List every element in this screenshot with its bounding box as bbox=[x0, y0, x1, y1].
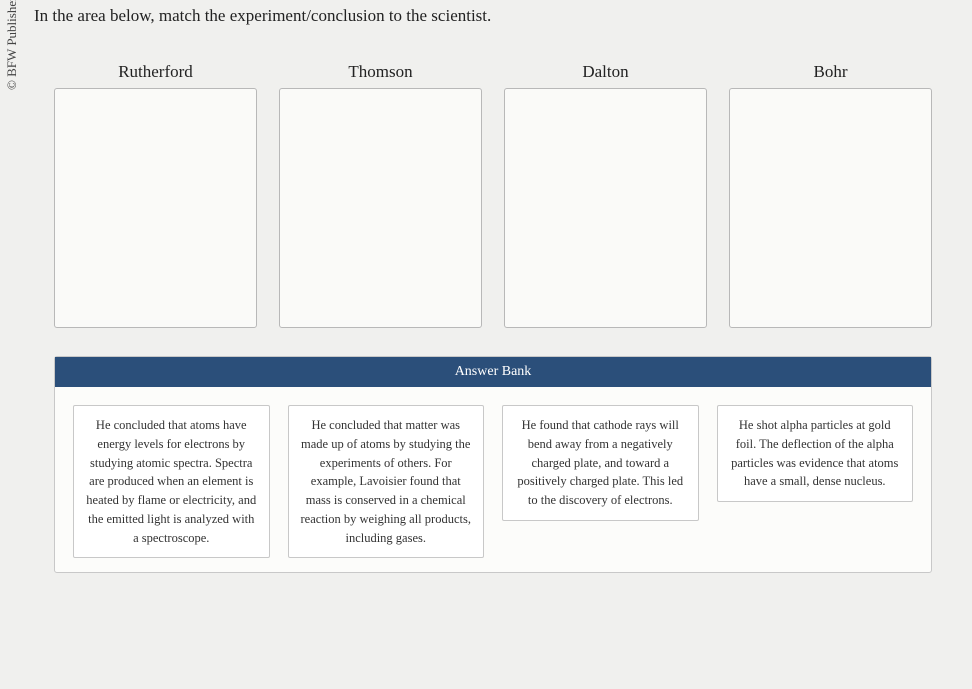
answer-bank-header: Answer Bank bbox=[55, 357, 931, 387]
scientist-label: Dalton bbox=[582, 62, 628, 82]
answer-card[interactable]: He concluded that matter was made up of … bbox=[288, 405, 485, 558]
answer-card[interactable]: He concluded that atoms have energy leve… bbox=[73, 405, 270, 558]
answer-bank: Answer Bank He concluded that atoms have… bbox=[54, 356, 932, 573]
dropcol-dalton: Dalton bbox=[504, 62, 707, 328]
answer-card[interactable]: He found that cathode rays will bend awa… bbox=[502, 405, 699, 521]
scientist-label: Rutherford bbox=[118, 62, 193, 82]
dropzone-rutherford[interactable] bbox=[54, 88, 257, 328]
main-content: In the area below, match the experiment/… bbox=[0, 0, 972, 573]
instruction-text: In the area below, match the experiment/… bbox=[34, 6, 952, 26]
scientist-label: Bohr bbox=[814, 62, 848, 82]
dropzone-dalton[interactable] bbox=[504, 88, 707, 328]
dropcol-rutherford: Rutherford bbox=[54, 62, 257, 328]
scientist-label: Thomson bbox=[348, 62, 412, 82]
dropzone-row: Rutherford Thomson Dalton Bohr bbox=[34, 62, 952, 328]
answer-card[interactable]: He shot alpha particles at gold foil. Th… bbox=[717, 405, 914, 502]
dropzone-thomson[interactable] bbox=[279, 88, 482, 328]
copyright-text: © BFW Publishers bbox=[4, 0, 20, 90]
dropcol-bohr: Bohr bbox=[729, 62, 932, 328]
answer-bank-cards: He concluded that atoms have energy leve… bbox=[55, 387, 931, 558]
dropcol-thomson: Thomson bbox=[279, 62, 482, 328]
dropzone-bohr[interactable] bbox=[729, 88, 932, 328]
